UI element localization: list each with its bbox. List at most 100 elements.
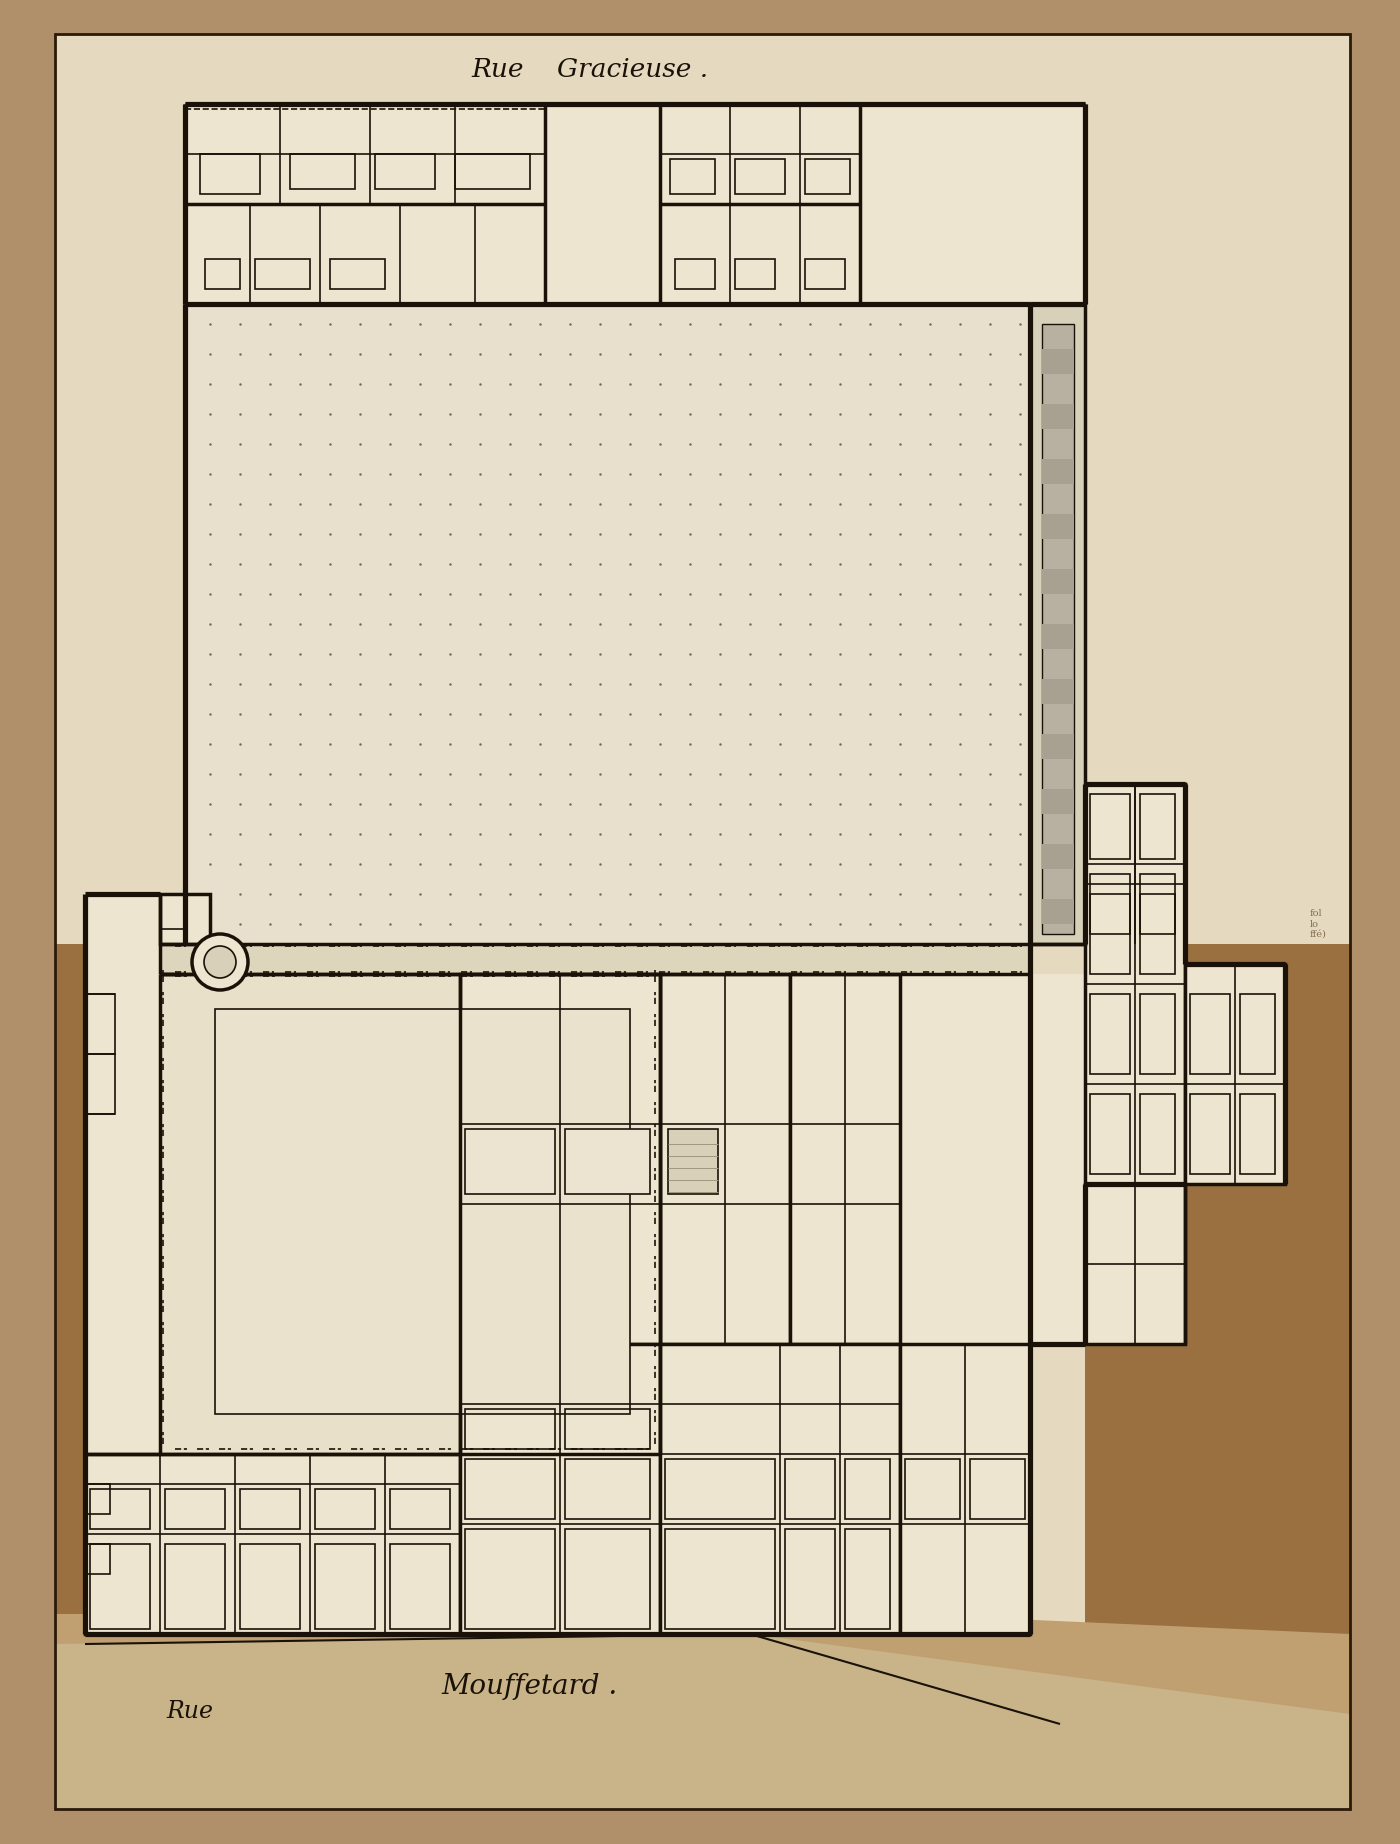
Bar [1091, 795, 1130, 859]
Bar [1042, 679, 1074, 704]
Bar [1140, 874, 1175, 935]
Polygon shape [85, 784, 1285, 1634]
Polygon shape [55, 944, 85, 1645]
Bar [566, 1459, 650, 1519]
Bar [1091, 1093, 1130, 1175]
Bar [375, 155, 435, 188]
Bar [1091, 874, 1130, 935]
Bar [315, 1488, 375, 1529]
Bar [165, 1543, 225, 1628]
Bar [290, 155, 356, 188]
Bar [900, 1344, 1030, 1634]
Bar [1091, 994, 1130, 1073]
Bar [805, 258, 846, 290]
Bar [255, 258, 309, 290]
Bar [90, 1543, 150, 1628]
Bar [216, 1009, 630, 1414]
Bar [846, 1459, 890, 1519]
Bar [675, 258, 715, 290]
Bar [160, 894, 210, 944]
Bar [659, 1344, 900, 1634]
Text: Mouffetard .: Mouffetard . [442, 1673, 619, 1700]
Bar [566, 1529, 650, 1628]
Bar [1042, 734, 1074, 760]
Bar [1140, 795, 1175, 859]
Bar [200, 155, 260, 194]
Bar [465, 1529, 554, 1628]
Polygon shape [55, 1634, 1350, 1809]
Bar [85, 1455, 461, 1634]
Bar [85, 1543, 111, 1575]
Bar [204, 258, 239, 290]
Bar [90, 1488, 150, 1529]
Bar [846, 1529, 890, 1628]
Bar [1042, 570, 1074, 594]
Bar [659, 103, 860, 304]
Circle shape [204, 946, 237, 977]
Bar [165, 1488, 225, 1529]
Bar [185, 103, 545, 304]
Bar [465, 1129, 554, 1195]
Bar [665, 1529, 776, 1628]
Bar [391, 1488, 449, 1529]
Bar [659, 944, 790, 974]
Bar [1085, 784, 1184, 1184]
Bar [85, 994, 115, 1055]
Polygon shape [55, 1645, 185, 1809]
Bar [160, 974, 659, 1455]
Bar [1085, 1184, 1184, 1344]
Bar [659, 974, 790, 1344]
Bar [1240, 1093, 1275, 1175]
Circle shape [192, 935, 248, 990]
Bar [455, 155, 531, 188]
Bar [1190, 994, 1231, 1073]
Bar [160, 944, 1030, 974]
Polygon shape [1085, 1645, 1350, 1809]
Bar [659, 944, 1030, 974]
Polygon shape [1085, 944, 1350, 1645]
Bar [315, 1543, 375, 1628]
Bar [160, 894, 185, 929]
Bar [85, 1484, 111, 1514]
Bar [391, 1543, 449, 1628]
Bar [239, 1543, 300, 1628]
Bar [1190, 1093, 1231, 1175]
Bar [461, 974, 659, 1344]
Polygon shape [55, 944, 185, 1645]
Text: Rue    Gracieuse .: Rue Gracieuse . [472, 57, 708, 81]
Bar [735, 258, 776, 290]
Bar [239, 1488, 300, 1529]
Bar [735, 159, 785, 194]
Bar [785, 1459, 834, 1519]
Bar [970, 1459, 1025, 1519]
Bar [1140, 894, 1175, 974]
Bar [1091, 894, 1130, 974]
Bar [1042, 514, 1074, 538]
Bar [1030, 304, 1085, 944]
Bar [1042, 789, 1074, 813]
Bar [671, 159, 715, 194]
Bar [566, 1409, 650, 1449]
Bar [461, 1344, 659, 1634]
Bar [465, 1459, 554, 1519]
Bar [665, 1459, 776, 1519]
Bar [785, 1529, 834, 1628]
Bar [1042, 325, 1074, 935]
Bar [1042, 459, 1074, 483]
Bar [904, 1459, 960, 1519]
Bar [330, 258, 385, 290]
Polygon shape [55, 1614, 1350, 1809]
Bar [185, 304, 1030, 944]
Bar [668, 1129, 718, 1195]
Bar [1042, 404, 1074, 430]
Bar [85, 1055, 115, 1114]
Bar [1042, 623, 1074, 649]
Bar [1140, 1093, 1175, 1175]
Bar [1042, 900, 1074, 924]
Bar [566, 1129, 650, 1195]
Text: Rue: Rue [167, 1700, 213, 1724]
Bar [1140, 994, 1175, 1073]
Bar [1240, 994, 1275, 1073]
Bar [790, 974, 900, 1344]
Bar [1184, 964, 1285, 1184]
